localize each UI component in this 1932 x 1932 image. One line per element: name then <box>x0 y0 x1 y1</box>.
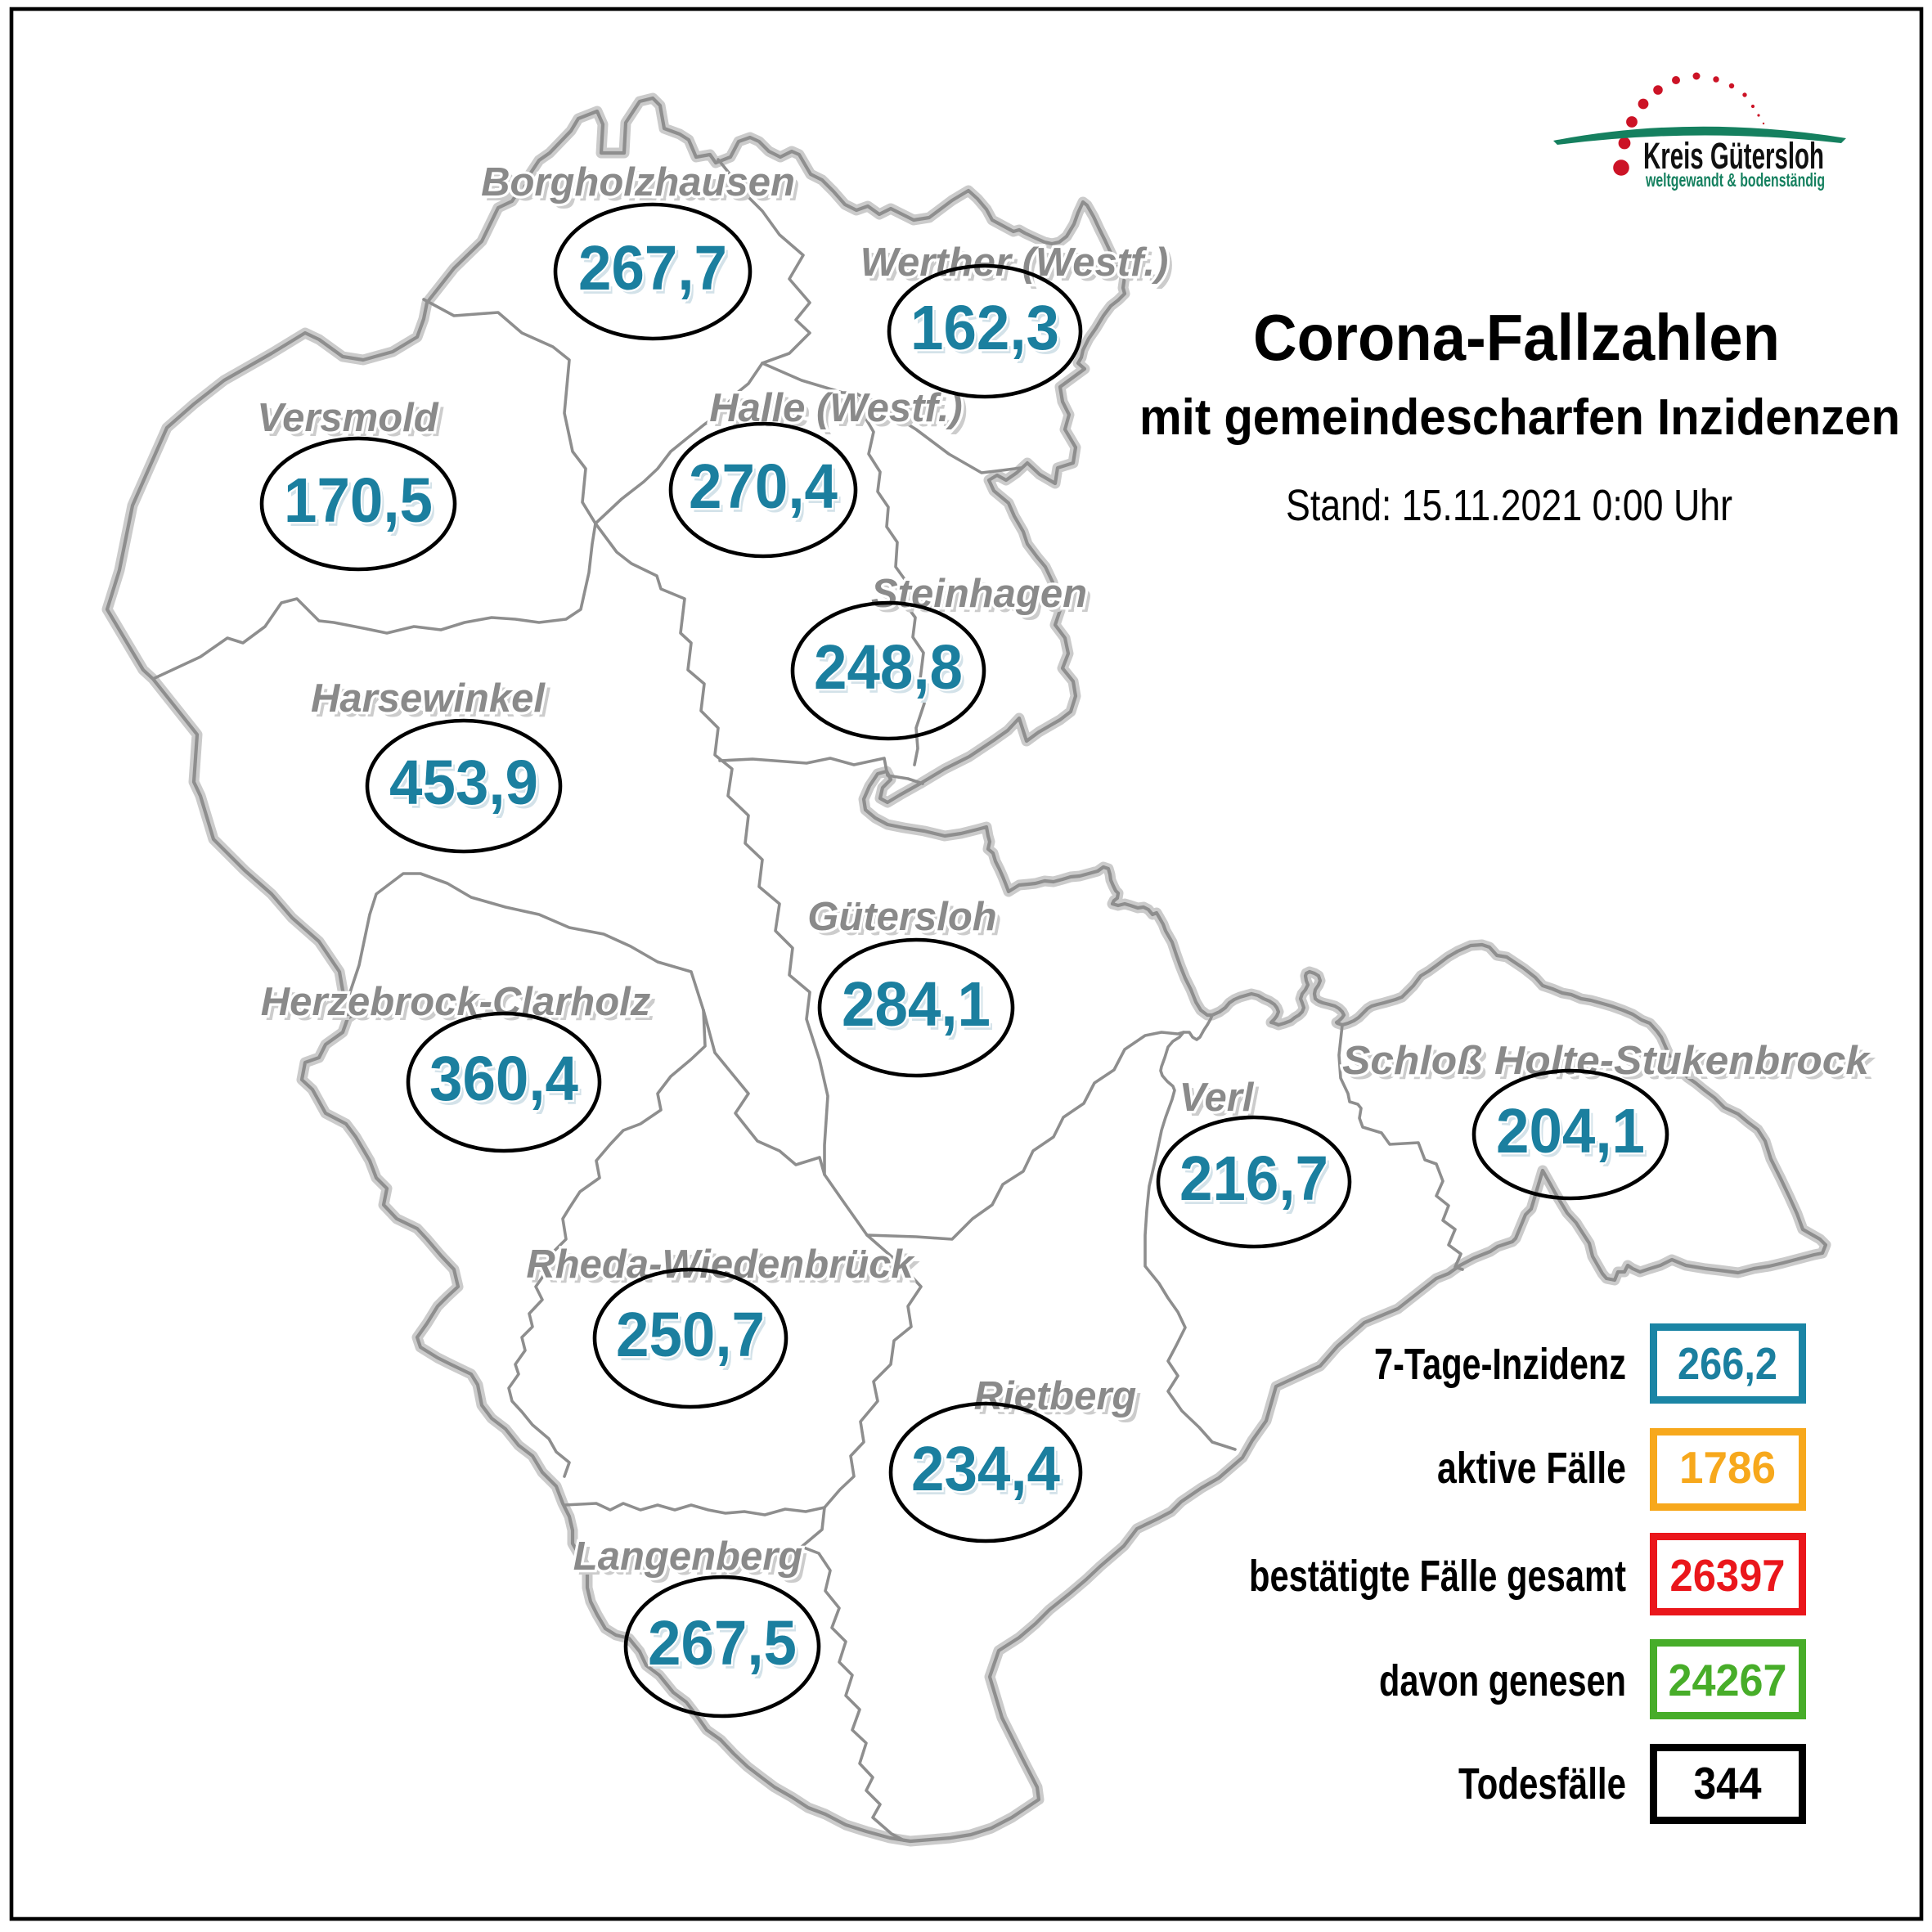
svg-text:250,7: 250,7 <box>619 1304 768 1374</box>
svg-text:7-Tage-Inzidenz: 7-Tage-Inzidenz <box>1374 1340 1626 1389</box>
svg-text:Langenberg: Langenberg <box>573 1534 802 1579</box>
svg-text:Werther (Westf.): Werther (Westf.) <box>865 245 1174 290</box>
svg-text:162,3: 162,3 <box>910 293 1059 363</box>
svg-text:Todesfälle: Todesfälle <box>1458 1759 1626 1808</box>
svg-text:bestätigte Fälle gesamt: bestätigte Fälle gesamt <box>1249 1552 1626 1601</box>
svg-text:Rheda-Wiedenbrück: Rheda-Wiedenbrück <box>531 1247 920 1292</box>
svg-text:davon genesen: davon genesen <box>1379 1656 1626 1705</box>
svg-text:453,9: 453,9 <box>393 752 541 822</box>
svg-text:360,4: 360,4 <box>433 1048 582 1118</box>
svg-text:Gütersloh: Gütersloh <box>812 900 1001 944</box>
svg-text:216,7: 216,7 <box>1183 1148 1332 1218</box>
svg-text:Schloß Holte-Stukenbrock: Schloß Holte-Stukenbrock <box>1347 1044 1876 1088</box>
svg-text:170,5: 170,5 <box>287 470 436 540</box>
svg-text:Borgholzhausen: Borgholzhausen <box>486 165 800 209</box>
svg-text:Werther (Westf.): Werther (Westf.) <box>860 240 1169 285</box>
svg-text:270,4: 270,4 <box>689 452 838 522</box>
svg-text:26397: 26397 <box>1670 1550 1786 1601</box>
svg-text:Steinhagen: Steinhagen <box>876 577 1092 621</box>
svg-text:344: 344 <box>1694 1758 1762 1808</box>
svg-text:234,4: 234,4 <box>911 1434 1060 1504</box>
svg-text:aktive Fälle: aktive Fälle <box>1437 1444 1626 1493</box>
svg-text:Versmold: Versmold <box>257 396 439 440</box>
svg-text:Steinhagen: Steinhagen <box>871 572 1087 616</box>
svg-text:248,8: 248,8 <box>817 636 966 707</box>
svg-text:Halle (Westf.): Halle (Westf.) <box>709 386 962 430</box>
svg-text:360,4: 360,4 <box>429 1044 578 1114</box>
svg-text:Langenberg: Langenberg <box>578 1539 807 1584</box>
svg-text:204,1: 204,1 <box>1496 1096 1645 1166</box>
svg-text:Corona-Fallzahlen: Corona-Fallzahlen <box>1253 301 1780 374</box>
svg-text:mit gemeindescharfen Inzidenze: mit gemeindescharfen Inzidenzen <box>1139 389 1900 446</box>
svg-text:Halle (Westf.): Halle (Westf.) <box>714 391 967 435</box>
svg-text:Rheda-Wiedenbrück: Rheda-Wiedenbrück <box>526 1242 915 1287</box>
svg-text:24267: 24267 <box>1669 1655 1787 1705</box>
svg-text:270,4: 270,4 <box>692 456 841 526</box>
svg-text:216,7: 216,7 <box>1179 1143 1328 1214</box>
svg-text:266,2: 266,2 <box>1678 1338 1777 1389</box>
svg-text:248,8: 248,8 <box>814 632 963 703</box>
svg-text:267,7: 267,7 <box>582 237 730 308</box>
svg-text:Kreis Gütersloh: Kreis Gütersloh <box>1643 135 1824 177</box>
svg-text:Rietberg: Rietberg <box>979 1379 1142 1423</box>
svg-text:170,5: 170,5 <box>284 465 433 536</box>
svg-text:267,5: 267,5 <box>648 1608 797 1678</box>
svg-text:284,1: 284,1 <box>845 973 994 1044</box>
svg-text:162,3: 162,3 <box>914 297 1063 367</box>
svg-text:234,4: 234,4 <box>914 1438 1063 1508</box>
svg-text:267,7: 267,7 <box>578 233 727 303</box>
svg-text:1786: 1786 <box>1679 1442 1776 1493</box>
svg-text:weltgewandt & bodenständig: weltgewandt & bodenständig <box>1645 169 1825 191</box>
svg-text:Harsewinkel: Harsewinkel <box>316 681 550 726</box>
svg-text:Herzebrock-Clarholz: Herzebrock-Clarholz <box>261 980 651 1024</box>
svg-text:Borgholzhausen: Borgholzhausen <box>481 160 795 204</box>
svg-text:Gütersloh: Gütersloh <box>807 895 996 939</box>
svg-text:453,9: 453,9 <box>389 748 538 818</box>
svg-text:Verl: Verl <box>1179 1076 1255 1120</box>
svg-text:250,7: 250,7 <box>616 1300 765 1370</box>
svg-text:Harsewinkel: Harsewinkel <box>311 676 546 721</box>
svg-text:267,5: 267,5 <box>651 1612 800 1683</box>
svg-text:284,1: 284,1 <box>842 969 991 1040</box>
svg-text:Rietberg: Rietberg <box>974 1374 1137 1418</box>
svg-text:204,1: 204,1 <box>1499 1100 1648 1170</box>
svg-text:Stand: 15.11.2021 0:00 Uhr: Stand: 15.11.2021 0:00 Uhr <box>1286 481 1732 530</box>
